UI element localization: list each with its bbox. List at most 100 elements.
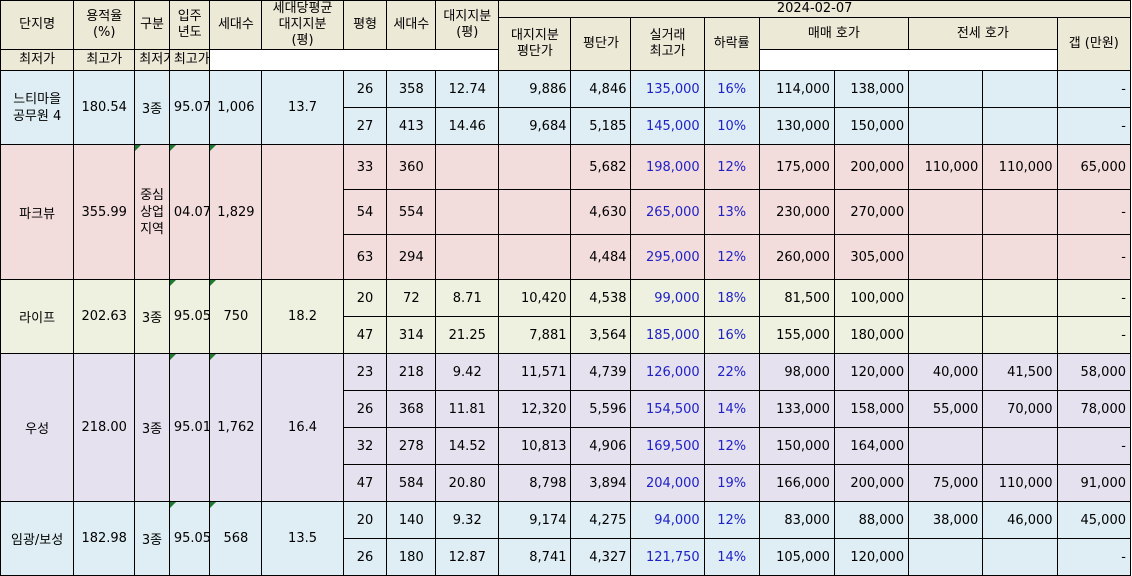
complex-name: 우성 <box>0 353 75 502</box>
header-avg-land-label-1: 세대당평균 <box>272 1 333 17</box>
unit-households: 140 <box>386 501 437 539</box>
unit-pyeong: 32 <box>342 427 388 465</box>
header-avg-land[interactable]: 세대당평균 대지지분 (평) <box>261 0 344 50</box>
complex-zone: 3종 <box>134 353 170 502</box>
unit-pyeong: 63 <box>342 234 388 280</box>
header-year-label-1: 입주 <box>177 9 202 24</box>
unit-jeonse-max <box>982 107 1058 145</box>
unit-pyeong-price: 3,564 <box>570 316 632 354</box>
unit-land-share: 14.52 <box>435 427 500 465</box>
header-pyeong[interactable]: 평형 <box>342 0 388 50</box>
unit-max-trade: 198,000 <box>630 144 705 190</box>
header-year[interactable]: 입주 년도 <box>168 0 211 50</box>
unit-land-share: 11.81 <box>435 390 500 428</box>
unit-sale-max: 180,000 <box>833 316 910 354</box>
header-jeonse-max[interactable]: 최고가 <box>168 49 211 71</box>
complex-avg-land: 18.2 <box>261 279 344 354</box>
header-max-trade[interactable]: 실거래 최고가 <box>630 17 705 71</box>
unit-land-price: 7,881 <box>498 316 572 354</box>
unit-pyeong-price: 5,596 <box>570 390 632 428</box>
unit-jeonse-min: 55,000 <box>908 390 984 428</box>
table-row: 26 368 11.81 12,320 5,596 154,500 14% 133,000 15… <box>0 390 1132 428</box>
unit-drop-rate: 14% <box>703 538 760 576</box>
unit-pyeong: 47 <box>342 316 388 354</box>
header-sale-max[interactable]: 최고가 <box>73 49 136 71</box>
unit-pyeong-price: 4,327 <box>570 538 632 576</box>
unit-sale-min: 98,000 <box>758 353 835 391</box>
complex-avg-land: 13.7 <box>261 70 344 145</box>
unit-pyeong-price: 3,894 <box>570 464 632 502</box>
complex-households: 568 <box>209 501 263 576</box>
complex-households: 1,762 <box>209 353 263 502</box>
header-name[interactable]: 단지명 <box>0 0 75 50</box>
table-row: 우성 218.00 3종 95.01 1,762 16.4 23 218 9.42 11,571 4… <box>0 353 1132 502</box>
unit-sale-min: 150,000 <box>758 427 835 465</box>
table-row: 27 413 14.46 9,684 5,185 145,000 10% 130,000 150… <box>0 107 1132 145</box>
unit-land-price: 10,420 <box>498 279 572 317</box>
unit-drop-rate: 22% <box>703 353 760 391</box>
unit-jeonse-min <box>908 234 984 280</box>
complex-far: 218.00 <box>73 353 136 502</box>
unit-land-price: 9,886 <box>498 70 572 108</box>
header-far-unit: (%) <box>92 25 116 40</box>
unit-max-trade: 94,000 <box>630 501 705 539</box>
unit-pyeong: 33 <box>342 144 388 190</box>
unit-sale-min: 155,000 <box>758 316 835 354</box>
header-land-share-label: 대지지분 <box>443 9 492 24</box>
unit-land-share: 12.87 <box>435 538 500 576</box>
complex-year: 95.05 <box>168 501 211 576</box>
complex-name: 느티마을 공무원 4 <box>0 70 75 145</box>
unit-sale-min: 230,000 <box>758 189 835 235</box>
unit-pyeong-price: 5,682 <box>570 144 632 190</box>
unit-households: 554 <box>386 189 437 235</box>
header-far[interactable]: 용적율 (%) <box>73 0 136 50</box>
header-sale-min-label: 최저가 <box>19 52 56 67</box>
unit-jeonse-max <box>982 538 1058 576</box>
unit-jeonse-min <box>908 279 984 317</box>
unit-land-price: 12,320 <box>498 390 572 428</box>
unit-sale-max: 138,000 <box>833 70 910 108</box>
header-pyeong-label: 평형 <box>353 17 378 32</box>
header-unit-households[interactable]: 세대수 <box>386 0 437 50</box>
header-land-price[interactable]: 대지지분 평단가 <box>498 17 572 71</box>
unit-land-price: 11,571 <box>498 353 572 391</box>
header-land-share[interactable]: 대지지분 (평) <box>435 0 500 50</box>
header-pyeong-price[interactable]: 평단가 <box>570 17 632 71</box>
unit-land-share <box>435 234 500 280</box>
unit-drop-rate: 16% <box>703 316 760 354</box>
header-jeonse-group-label: 전세 호가 <box>956 25 1009 41</box>
unit-drop-rate: 12% <box>703 427 760 465</box>
unit-drop-rate: 18% <box>703 279 760 317</box>
header-max-trade-label-1: 실거래 <box>649 28 686 43</box>
unit-drop-rate: 12% <box>703 234 760 280</box>
unit-jeonse-max <box>982 189 1058 235</box>
header-zone[interactable]: 구분 <box>134 0 170 50</box>
complex-zone: 중심 상업 지역 <box>134 144 170 280</box>
unit-land-share: 9.32 <box>435 501 500 539</box>
complex-avg-land <box>261 144 344 280</box>
unit-sale-min: 175,000 <box>758 144 835 190</box>
table-row: 임광/보성 182.98 3종 95.05 568 13.5 20 140 9.32 9,174 4… <box>0 501 1132 576</box>
unit-land-price <box>498 144 572 190</box>
header-avg-land-unit: (평) <box>291 33 314 48</box>
unit-gap: - <box>1056 107 1132 145</box>
unit-drop-rate: 13% <box>703 189 760 235</box>
header-drop-rate[interactable]: 하락률 <box>703 17 760 71</box>
header-households[interactable]: 세대수 <box>209 0 263 50</box>
header-gap[interactable]: 갭 (만원) <box>1056 17 1132 71</box>
unit-sale-min: 114,000 <box>758 70 835 108</box>
table-row: 47 584 20.80 8,798 3,894 204,000 19% 166,000 200… <box>0 464 1132 502</box>
complex-zone: 3종 <box>134 70 170 145</box>
unit-jeonse-max: 41,500 <box>982 353 1058 391</box>
header-sale-min[interactable]: 최저가 <box>0 49 75 71</box>
unit-jeonse-min <box>908 189 984 235</box>
unit-drop-rate: 12% <box>703 144 760 190</box>
header-jeonse-min[interactable]: 최저가 <box>134 49 170 71</box>
unit-land-price: 9,174 <box>498 501 572 539</box>
unit-pyeong-price: 4,630 <box>570 189 632 235</box>
unit-jeonse-min: 40,000 <box>908 353 984 391</box>
unit-gap: - <box>1056 316 1132 354</box>
unit-households: 72 <box>386 279 437 317</box>
header-jeonse-min-label: 최저가 <box>139 52 168 67</box>
unit-max-trade: 169,500 <box>630 427 705 465</box>
